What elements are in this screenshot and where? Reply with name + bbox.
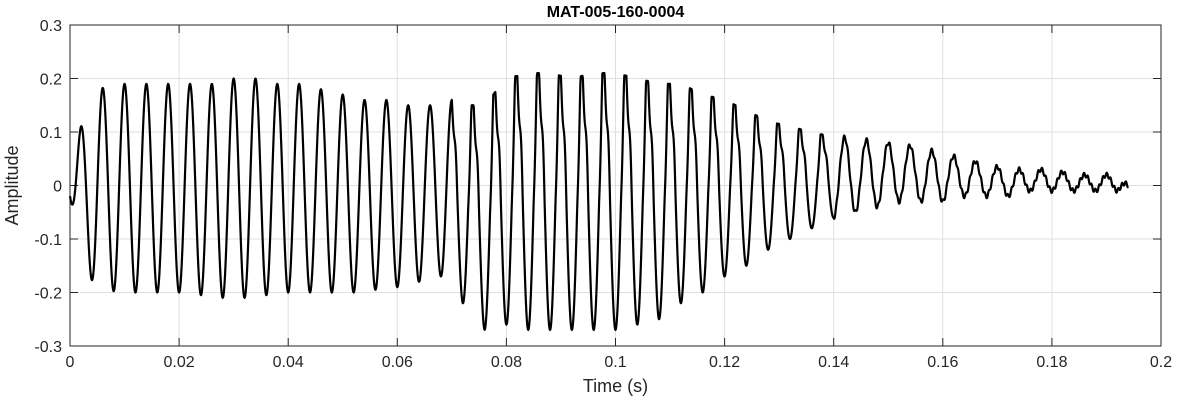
x-tick-label: 0.18 <box>1036 354 1067 371</box>
y-axis-label: Amplitude <box>2 145 22 225</box>
series-line <box>68 72 1129 332</box>
x-tick-label: 0.02 <box>164 354 195 371</box>
y-tick-label: 0.2 <box>40 72 62 89</box>
y-tick-label: -0.1 <box>34 232 62 249</box>
y-tick-label: -0.3 <box>34 339 62 356</box>
x-tick-label: 0.06 <box>382 354 413 371</box>
y-tick-label: 0 <box>53 179 62 196</box>
x-tick-label: 0.1 <box>604 354 626 371</box>
tick-labels: 0 0.02 0.04 0.06 0.08 0.1 0.12 0.14 0.16 0.18 0.2 0… <box>34 18 1172 371</box>
x-tick-label: 0.2 <box>1150 354 1172 371</box>
x-tick-label: 0.04 <box>273 354 304 371</box>
x-tick-label: 0 <box>66 354 75 371</box>
x-tick-label: 0.14 <box>818 354 849 371</box>
x-tick-label: 0.08 <box>491 354 522 371</box>
y-tick-label: 0.1 <box>40 125 62 142</box>
x-axis-label: Time (s) <box>583 376 648 396</box>
x-tick-label: 0.16 <box>927 354 958 371</box>
y-tick-label: -0.2 <box>34 286 62 303</box>
y-tick-label: 0.3 <box>40 18 62 35</box>
chart-title: MAT-005-160-0004 <box>547 4 685 21</box>
x-tick-label: 0.12 <box>709 354 740 371</box>
axis-ticks <box>69 24 1162 347</box>
